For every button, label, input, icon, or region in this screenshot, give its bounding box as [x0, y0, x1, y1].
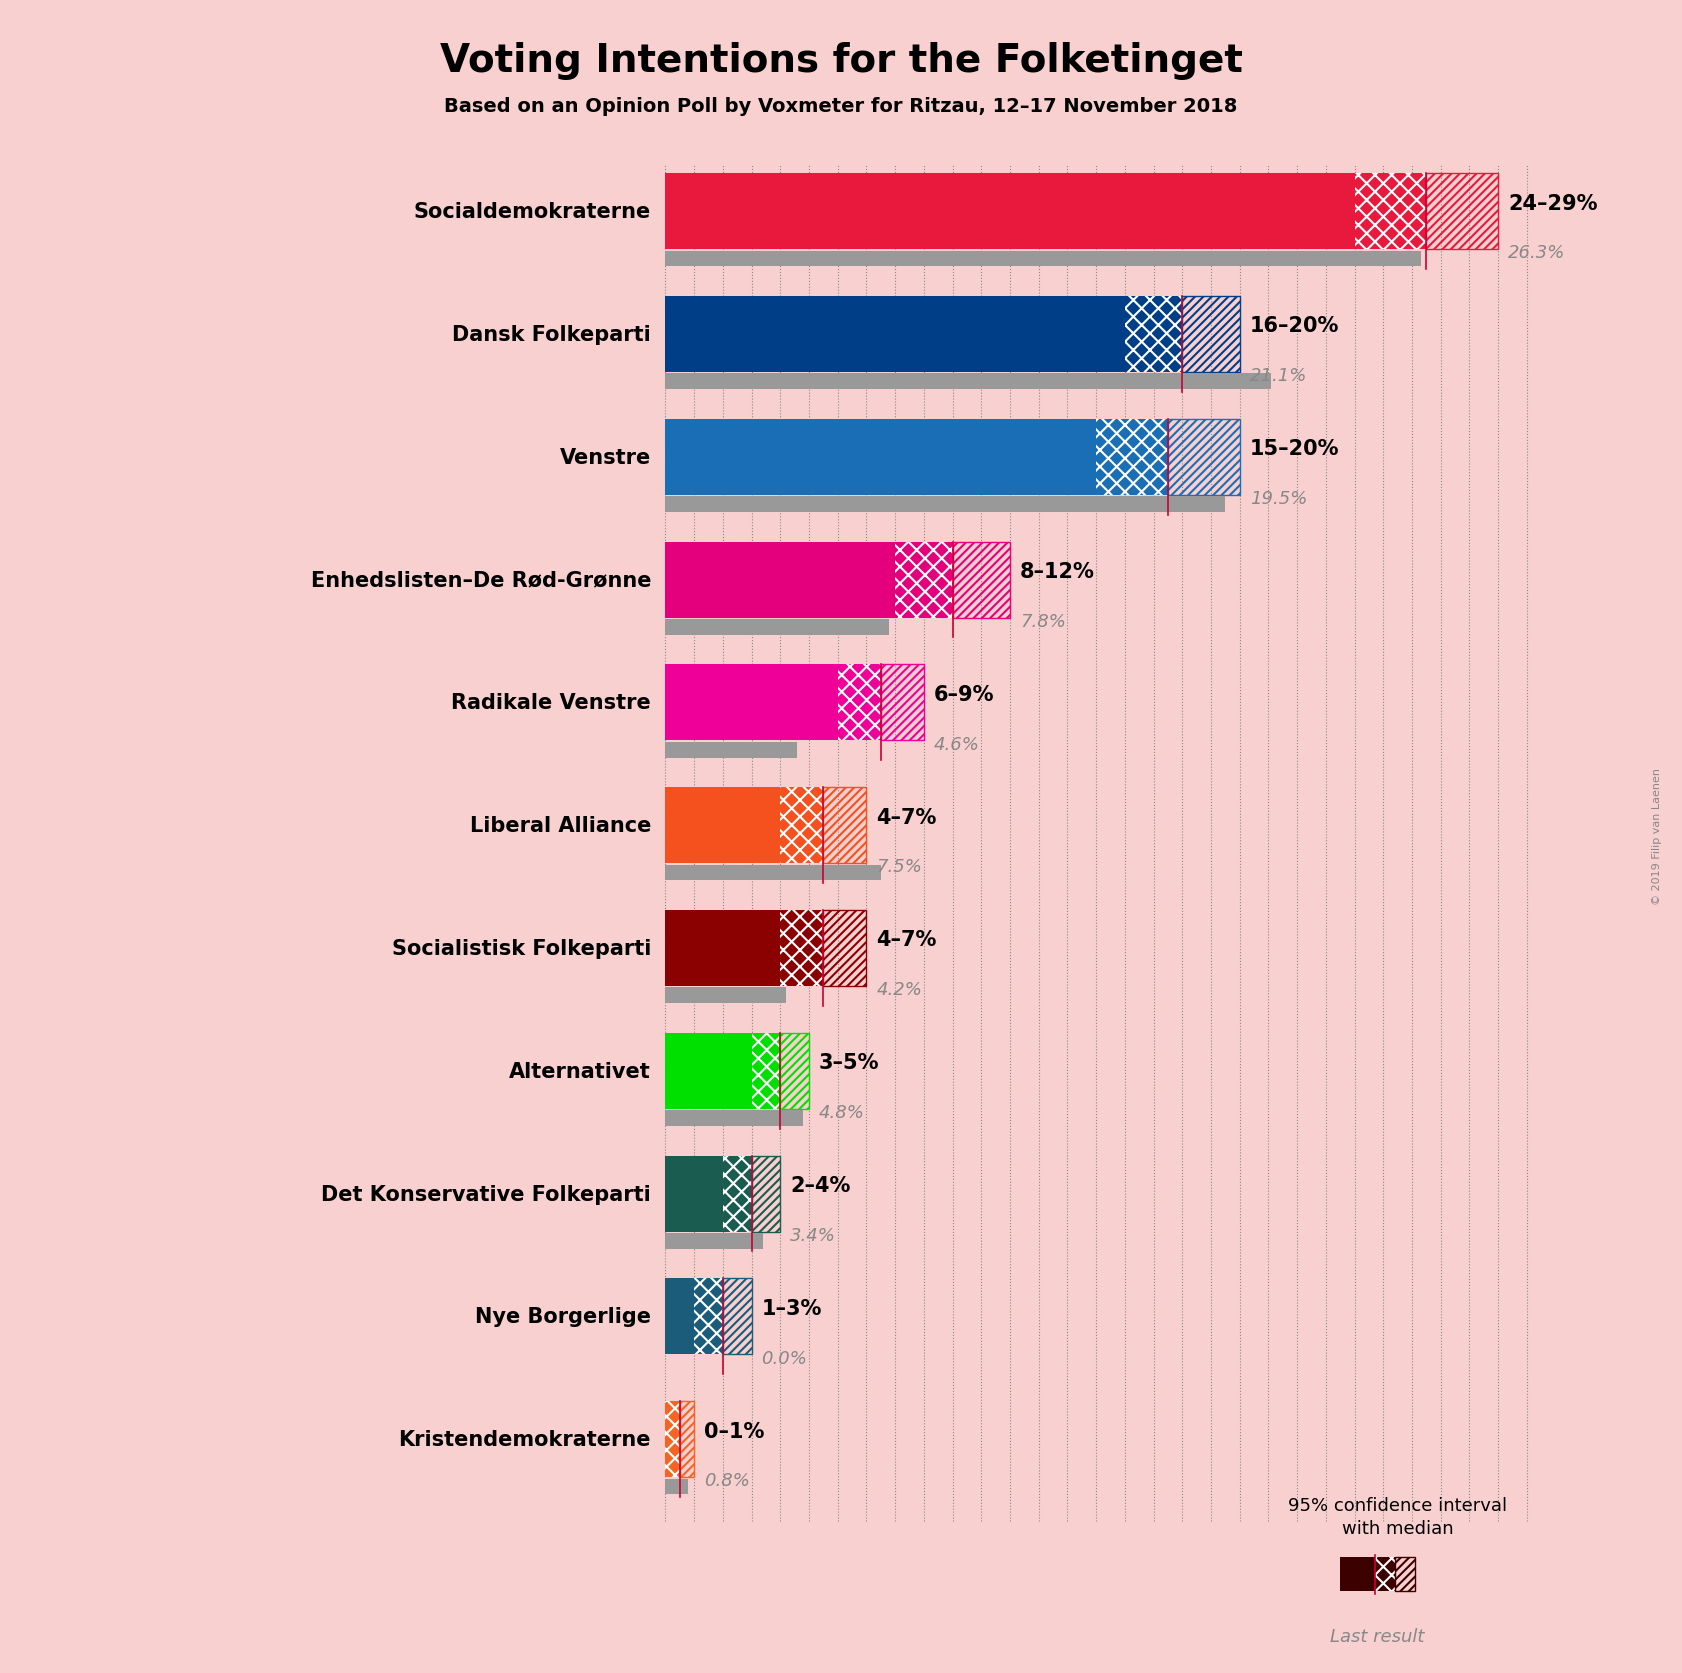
Text: 19.5%: 19.5%: [1250, 490, 1307, 507]
Text: 7.8%: 7.8%: [1019, 612, 1066, 631]
Text: 24–29%: 24–29%: [1509, 194, 1598, 214]
Text: Dansk Folkeparti: Dansk Folkeparti: [452, 325, 651, 345]
Text: 4.8%: 4.8%: [819, 1103, 865, 1121]
Text: 4–7%: 4–7%: [876, 930, 937, 950]
Bar: [666, 174, 1354, 251]
Text: Socialistisk Folkeparti: Socialistisk Folkeparti: [392, 939, 651, 959]
Bar: [680, 1402, 695, 1477]
Bar: [780, 910, 822, 987]
Bar: [666, 1233, 764, 1250]
Bar: [838, 664, 881, 741]
Bar: [666, 910, 780, 987]
Bar: [666, 1034, 752, 1109]
Text: Liberal Alliance: Liberal Alliance: [469, 816, 651, 836]
Text: 3–5%: 3–5%: [819, 1052, 880, 1072]
Bar: [666, 865, 881, 882]
Text: 0.8%: 0.8%: [705, 1472, 750, 1489]
Bar: [1341, 1558, 1374, 1591]
Text: © 2019 Filip van Laenen: © 2019 Filip van Laenen: [1652, 768, 1662, 905]
Bar: [666, 987, 785, 1004]
Bar: [666, 1156, 723, 1231]
Bar: [666, 619, 890, 636]
Bar: [881, 664, 923, 741]
Bar: [822, 910, 866, 987]
Bar: [695, 1278, 723, 1355]
Text: Based on an Opinion Poll by Voxmeter for Ritzau, 12–17 November 2018: Based on an Opinion Poll by Voxmeter for…: [444, 97, 1238, 115]
Bar: [666, 788, 780, 863]
Text: 0–1%: 0–1%: [705, 1420, 765, 1440]
Text: 4–7%: 4–7%: [876, 806, 937, 826]
Bar: [723, 1278, 752, 1355]
Bar: [1394, 1558, 1415, 1591]
Bar: [666, 1111, 804, 1126]
Text: 8–12%: 8–12%: [1019, 562, 1095, 582]
Bar: [1182, 296, 1240, 373]
Bar: [1167, 420, 1240, 495]
Text: 95% confidence interval
with median: 95% confidence interval with median: [1288, 1496, 1507, 1537]
Bar: [1097, 420, 1167, 495]
Text: 1–3%: 1–3%: [762, 1298, 822, 1318]
Bar: [952, 542, 1009, 619]
Text: Alternativet: Alternativet: [510, 1061, 651, 1081]
Bar: [666, 497, 1226, 514]
Bar: [723, 1156, 752, 1231]
Text: 6–9%: 6–9%: [934, 684, 994, 704]
Bar: [666, 251, 1421, 268]
Text: 21.1%: 21.1%: [1250, 366, 1307, 385]
Bar: [666, 1402, 680, 1477]
Bar: [822, 788, 866, 863]
Bar: [895, 542, 952, 619]
Bar: [780, 1034, 809, 1109]
Text: 2–4%: 2–4%: [791, 1176, 851, 1195]
Text: Enhedslisten–De Rød-Grønne: Enhedslisten–De Rød-Grønne: [311, 570, 651, 591]
Bar: [666, 1278, 695, 1355]
Text: 4.6%: 4.6%: [934, 734, 981, 753]
Bar: [666, 375, 1272, 390]
Text: Kristendemokraterne: Kristendemokraterne: [399, 1429, 651, 1449]
Bar: [666, 296, 1125, 373]
Text: Radikale Venstre: Radikale Venstre: [451, 693, 651, 713]
Bar: [752, 1034, 780, 1109]
Bar: [1426, 174, 1499, 251]
Text: 26.3%: 26.3%: [1509, 244, 1566, 263]
Bar: [1354, 174, 1426, 251]
Text: 3.4%: 3.4%: [791, 1226, 836, 1245]
Bar: [666, 664, 838, 741]
Text: Venstre: Venstre: [560, 448, 651, 467]
Text: 0.0%: 0.0%: [762, 1348, 807, 1367]
Text: 4.2%: 4.2%: [876, 980, 922, 999]
Bar: [780, 788, 822, 863]
Bar: [666, 1479, 688, 1494]
Text: Last result: Last result: [1330, 1628, 1425, 1645]
Text: 16–20%: 16–20%: [1250, 316, 1339, 336]
Bar: [1341, 1603, 1415, 1614]
Bar: [752, 1156, 780, 1231]
Text: Socialdemokraterne: Socialdemokraterne: [414, 202, 651, 223]
Text: 7.5%: 7.5%: [876, 858, 922, 877]
Bar: [666, 420, 1097, 495]
Bar: [666, 743, 797, 758]
Bar: [1374, 1558, 1394, 1591]
Text: Det Konservative Folkeparti: Det Konservative Folkeparti: [321, 1184, 651, 1205]
Bar: [1125, 296, 1182, 373]
Text: Voting Intentions for the Folketinget: Voting Intentions for the Folketinget: [439, 42, 1243, 80]
Bar: [666, 542, 895, 619]
Text: Nye Borgerlige: Nye Borgerlige: [474, 1307, 651, 1327]
Text: 15–20%: 15–20%: [1250, 438, 1339, 458]
